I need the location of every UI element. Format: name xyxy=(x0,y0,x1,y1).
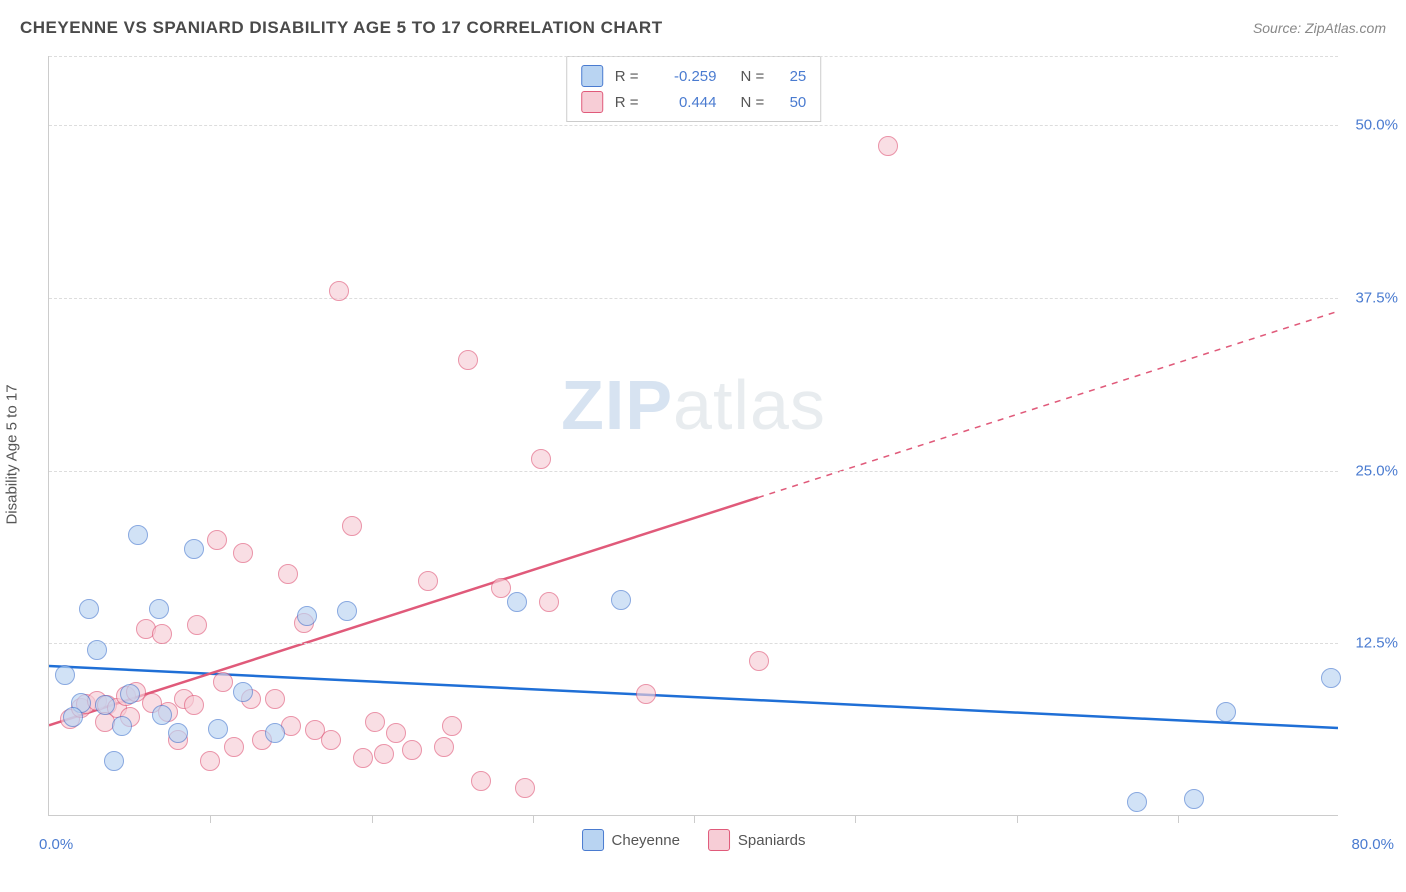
data-point xyxy=(184,695,204,715)
data-point xyxy=(418,571,438,591)
swatch-spaniards xyxy=(581,91,603,113)
series-legend: Cheyenne Spaniards xyxy=(582,829,806,851)
data-point xyxy=(278,564,298,584)
gridline-y xyxy=(49,471,1338,472)
x-tick xyxy=(1178,815,1179,823)
x-tick xyxy=(694,815,695,823)
data-point xyxy=(531,449,551,469)
data-point xyxy=(152,705,172,725)
data-point xyxy=(168,723,188,743)
x-tick xyxy=(210,815,211,823)
data-point xyxy=(79,599,99,619)
data-point xyxy=(149,599,169,619)
r-value-spaniards: 0.444 xyxy=(647,94,717,111)
data-point xyxy=(342,516,362,536)
chart-header: CHEYENNE VS SPANIARD DISABILITY AGE 5 TO… xyxy=(20,18,1386,38)
swatch-cheyenne xyxy=(581,65,603,87)
data-point xyxy=(458,350,478,370)
chart-source: Source: ZipAtlas.com xyxy=(1253,20,1386,36)
data-point xyxy=(213,672,233,692)
data-point xyxy=(265,723,285,743)
gridline-y xyxy=(49,56,1338,57)
x-tick xyxy=(533,815,534,823)
data-point xyxy=(636,684,656,704)
data-point xyxy=(507,592,527,612)
gridline-y xyxy=(49,298,1338,299)
data-point xyxy=(128,525,148,545)
data-point xyxy=(187,615,207,635)
y-axis-label: Disability Age 5 to 17 xyxy=(4,384,21,524)
data-point xyxy=(353,748,373,768)
data-point xyxy=(515,778,535,798)
gridline-y xyxy=(49,125,1338,126)
data-point xyxy=(539,592,559,612)
r-value-cheyenne: -0.259 xyxy=(647,68,717,85)
data-point xyxy=(321,730,341,750)
n-value-cheyenne: 25 xyxy=(772,68,806,85)
data-point xyxy=(87,640,107,660)
y-tick-label: 25.0% xyxy=(1355,462,1398,479)
gridline-y xyxy=(49,643,1338,644)
r-label: R = xyxy=(615,94,639,111)
data-point xyxy=(120,684,140,704)
data-point xyxy=(200,751,220,771)
watermark-zip: ZIP xyxy=(561,366,673,444)
n-value-spaniards: 50 xyxy=(772,94,806,111)
watermark-atlas: atlas xyxy=(673,366,826,444)
swatch-cheyenne xyxy=(582,829,604,851)
n-label: N = xyxy=(741,68,765,85)
data-point xyxy=(208,719,228,739)
legend-item-spaniards: Spaniards xyxy=(708,829,806,851)
data-point xyxy=(365,712,385,732)
data-point xyxy=(1216,702,1236,722)
data-point xyxy=(112,716,132,736)
legend-label-spaniards: Spaniards xyxy=(738,832,806,849)
data-point xyxy=(471,771,491,791)
data-point xyxy=(442,716,462,736)
plot-area: ZIPatlas R = -0.259 N = 25 R = 0.444 N =… xyxy=(48,56,1338,816)
data-point xyxy=(95,695,115,715)
data-point xyxy=(1184,789,1204,809)
data-point xyxy=(1321,668,1341,688)
x-axis-max-label: 80.0% xyxy=(1351,836,1394,853)
data-point xyxy=(337,601,357,621)
data-point xyxy=(611,590,631,610)
y-tick-label: 37.5% xyxy=(1355,289,1398,306)
data-point xyxy=(402,740,422,760)
data-point xyxy=(749,651,769,671)
y-tick-label: 12.5% xyxy=(1355,635,1398,652)
data-point xyxy=(184,539,204,559)
data-point xyxy=(55,665,75,685)
x-tick xyxy=(1017,815,1018,823)
data-point xyxy=(152,624,172,644)
correlation-legend: R = -0.259 N = 25 R = 0.444 N = 50 xyxy=(566,56,822,122)
x-tick xyxy=(855,815,856,823)
watermark: ZIPatlas xyxy=(561,365,826,445)
chart-title: CHEYENNE VS SPANIARD DISABILITY AGE 5 TO… xyxy=(20,18,663,38)
x-tick xyxy=(372,815,373,823)
data-point xyxy=(233,682,253,702)
y-tick-label: 50.0% xyxy=(1355,117,1398,134)
x-axis-min-label: 0.0% xyxy=(39,836,73,853)
r-label: R = xyxy=(615,68,639,85)
legend-label-cheyenne: Cheyenne xyxy=(612,832,680,849)
data-point xyxy=(224,737,244,757)
swatch-spaniards xyxy=(708,829,730,851)
data-point xyxy=(434,737,454,757)
data-point xyxy=(374,744,394,764)
n-label: N = xyxy=(741,94,765,111)
data-point xyxy=(1127,792,1147,812)
data-point xyxy=(386,723,406,743)
data-point xyxy=(265,689,285,709)
data-point xyxy=(878,136,898,156)
data-point xyxy=(297,606,317,626)
data-point xyxy=(63,707,83,727)
data-point xyxy=(329,281,349,301)
legend-item-cheyenne: Cheyenne xyxy=(582,829,680,851)
correlation-row-cheyenne: R = -0.259 N = 25 xyxy=(581,63,807,89)
data-point xyxy=(233,543,253,563)
correlation-row-spaniards: R = 0.444 N = 50 xyxy=(581,89,807,115)
data-point xyxy=(104,751,124,771)
data-point xyxy=(207,530,227,550)
